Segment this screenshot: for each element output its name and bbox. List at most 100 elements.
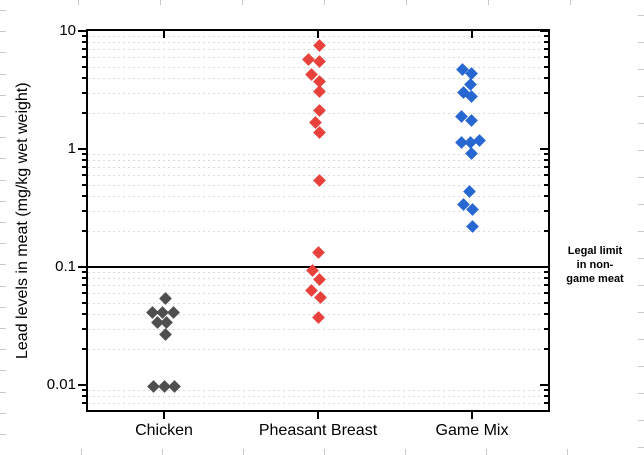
grid-mark	[486, 449, 487, 455]
y-minor-tick-left	[82, 166, 86, 168]
grid-mark	[0, 74, 6, 75]
y-minor-tick-left	[82, 66, 86, 68]
grid-mark	[567, 449, 568, 455]
y-major-tick-left	[78, 148, 86, 150]
grid-mark	[638, 96, 644, 97]
grid-mark	[638, 285, 644, 286]
grid-mark	[242, 0, 243, 5]
grid-mark	[0, 264, 6, 265]
y-minor-tick-right	[544, 77, 548, 79]
grid-mark	[0, 413, 6, 414]
y-minor-tick-left	[82, 35, 86, 37]
y-minor-tick-right	[544, 292, 548, 294]
y-minor-tick-right	[544, 402, 548, 404]
y-major-tick-right	[540, 30, 548, 32]
y-minor-tick-right	[544, 313, 548, 315]
y-minor-tick-right	[544, 230, 548, 232]
y-minor-tick-right	[544, 195, 548, 197]
y-minor-tick-left	[82, 174, 86, 176]
grid-mark	[0, 286, 6, 287]
y-minor-tick-left	[82, 48, 86, 50]
minor-gridline	[88, 185, 540, 186]
grid-mark	[0, 392, 6, 393]
y-tick-label: 10	[59, 22, 76, 39]
y-minor-tick-left	[82, 112, 86, 114]
minor-gridline	[88, 78, 540, 79]
grid-mark	[0, 52, 6, 53]
y-minor-tick-right	[544, 153, 548, 155]
grid-mark	[0, 370, 6, 371]
grid-mark	[406, 0, 407, 5]
x-category-label: Chicken	[135, 422, 193, 439]
y-minor-tick-left	[82, 328, 86, 330]
grid-mark	[638, 177, 644, 178]
y-minor-tick-left	[82, 313, 86, 315]
y-minor-tick-right	[544, 66, 548, 68]
reference-line-label: Legal limit in non- game meat	[566, 245, 624, 285]
y-minor-tick-right	[544, 92, 548, 94]
grid-mark	[638, 150, 644, 151]
y-minor-tick-left	[82, 77, 86, 79]
y-minor-tick-right	[544, 302, 548, 304]
y-minor-tick-right	[544, 277, 548, 279]
grid-mark	[324, 449, 325, 455]
y-minor-tick-right	[544, 35, 548, 37]
y-minor-tick-left	[82, 292, 86, 294]
minor-gridline	[88, 175, 540, 176]
y-minor-tick-right	[544, 348, 548, 350]
minor-gridline	[88, 67, 540, 68]
y-minor-tick-left	[82, 302, 86, 304]
y-minor-tick-right	[544, 159, 548, 161]
y-minor-tick-left	[82, 153, 86, 155]
y-minor-tick-left	[82, 348, 86, 350]
y-minor-tick-right	[544, 271, 548, 273]
grid-mark	[0, 116, 6, 117]
reference-line	[88, 266, 548, 268]
grid-mark	[638, 42, 644, 43]
y-minor-tick-left	[82, 395, 86, 397]
grid-mark	[0, 10, 6, 11]
minor-gridline	[88, 42, 540, 43]
category-tick-bottom	[471, 412, 473, 419]
y-major-tick-right	[540, 148, 548, 150]
y-tick-label: 0.01	[46, 376, 76, 393]
grid-mark	[162, 449, 163, 455]
grid-mark	[638, 339, 644, 340]
y-minor-tick-left	[82, 56, 86, 58]
y-major-tick-left	[78, 266, 86, 268]
grid-mark	[0, 349, 6, 350]
y-minor-tick-left	[82, 402, 86, 404]
y-major-tick-left	[78, 384, 86, 386]
minor-gridline	[88, 403, 540, 404]
y-minor-tick-left	[82, 230, 86, 232]
y-minor-tick-right	[544, 184, 548, 186]
y-minor-tick-right	[544, 395, 548, 397]
grid-mark	[638, 123, 644, 124]
grid-mark	[0, 180, 6, 181]
minor-gridline	[88, 57, 540, 58]
category-tick-top	[163, 31, 165, 38]
y-tick-label: 1	[67, 140, 76, 157]
minor-gridline	[88, 211, 540, 212]
grid-mark	[81, 449, 82, 455]
y-minor-tick-left	[82, 277, 86, 279]
grid-mark	[0, 137, 6, 138]
grid-mark	[0, 243, 6, 244]
grid-mark	[638, 447, 644, 448]
y-minor-tick-left	[82, 210, 86, 212]
y-minor-tick-left	[82, 184, 86, 186]
y-minor-tick-left	[82, 389, 86, 391]
grid-mark	[638, 15, 644, 16]
y-minor-tick-right	[544, 389, 548, 391]
grid-mark	[638, 393, 644, 394]
category-tick-bottom	[317, 412, 319, 419]
grid-mark	[0, 95, 6, 96]
minor-gridline	[88, 36, 540, 37]
minor-gridline	[88, 329, 540, 330]
grid-mark	[638, 231, 644, 232]
minor-gridline	[88, 285, 540, 286]
minor-gridline	[88, 390, 540, 391]
grid-mark	[243, 449, 244, 455]
minor-gridline	[88, 93, 540, 94]
